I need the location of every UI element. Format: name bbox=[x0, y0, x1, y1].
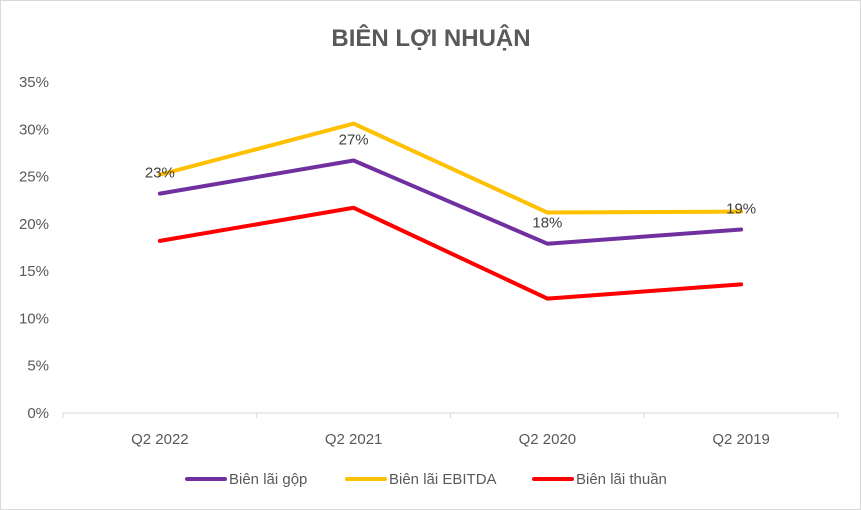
x-tick-label: Q2 2022 bbox=[131, 431, 189, 448]
legend: Biên lãi gộp Biên lãi EBITDA Biên lãi thuầ… bbox=[185, 471, 667, 488]
series-group bbox=[157, 121, 744, 301]
y-axis: 0% 5% 10% 15% 20% 25% 30% 35% bbox=[19, 74, 49, 422]
data-label: 19% bbox=[726, 201, 756, 218]
series-line-1 bbox=[157, 121, 744, 215]
legend-label: Biên lãi gộp bbox=[229, 471, 307, 488]
series-line-2 bbox=[157, 205, 744, 301]
x-tick-label: Q2 2021 bbox=[325, 431, 383, 448]
data-label: 23% bbox=[145, 165, 175, 182]
y-tick-label: 35% bbox=[19, 74, 49, 91]
y-tick-label: 5% bbox=[27, 358, 49, 375]
y-tick-label: 30% bbox=[19, 121, 49, 138]
series-line-0 bbox=[157, 158, 744, 246]
legend-label: Biên lãi EBITDA bbox=[389, 471, 497, 488]
x-tick-label: Q2 2019 bbox=[712, 431, 770, 448]
y-tick-label: 0% bbox=[27, 405, 49, 422]
data-label: 18% bbox=[532, 215, 562, 232]
y-tick-label: 20% bbox=[19, 216, 49, 233]
y-tick-label: 10% bbox=[19, 310, 49, 327]
x-tick-label: Q2 2020 bbox=[519, 431, 577, 448]
x-axis: Q2 2022 Q2 2021 Q2 2020 Q2 2019 bbox=[62, 413, 839, 448]
y-tick-label: 25% bbox=[19, 169, 49, 186]
chart-title: BIÊN LỢI NHUẬN bbox=[331, 24, 530, 52]
legend-label: Biên lãi thuần bbox=[576, 471, 667, 488]
data-labels: 23% 27% 18% 19% bbox=[145, 131, 756, 231]
data-label: 27% bbox=[339, 131, 369, 148]
y-tick-label: 15% bbox=[19, 263, 49, 280]
